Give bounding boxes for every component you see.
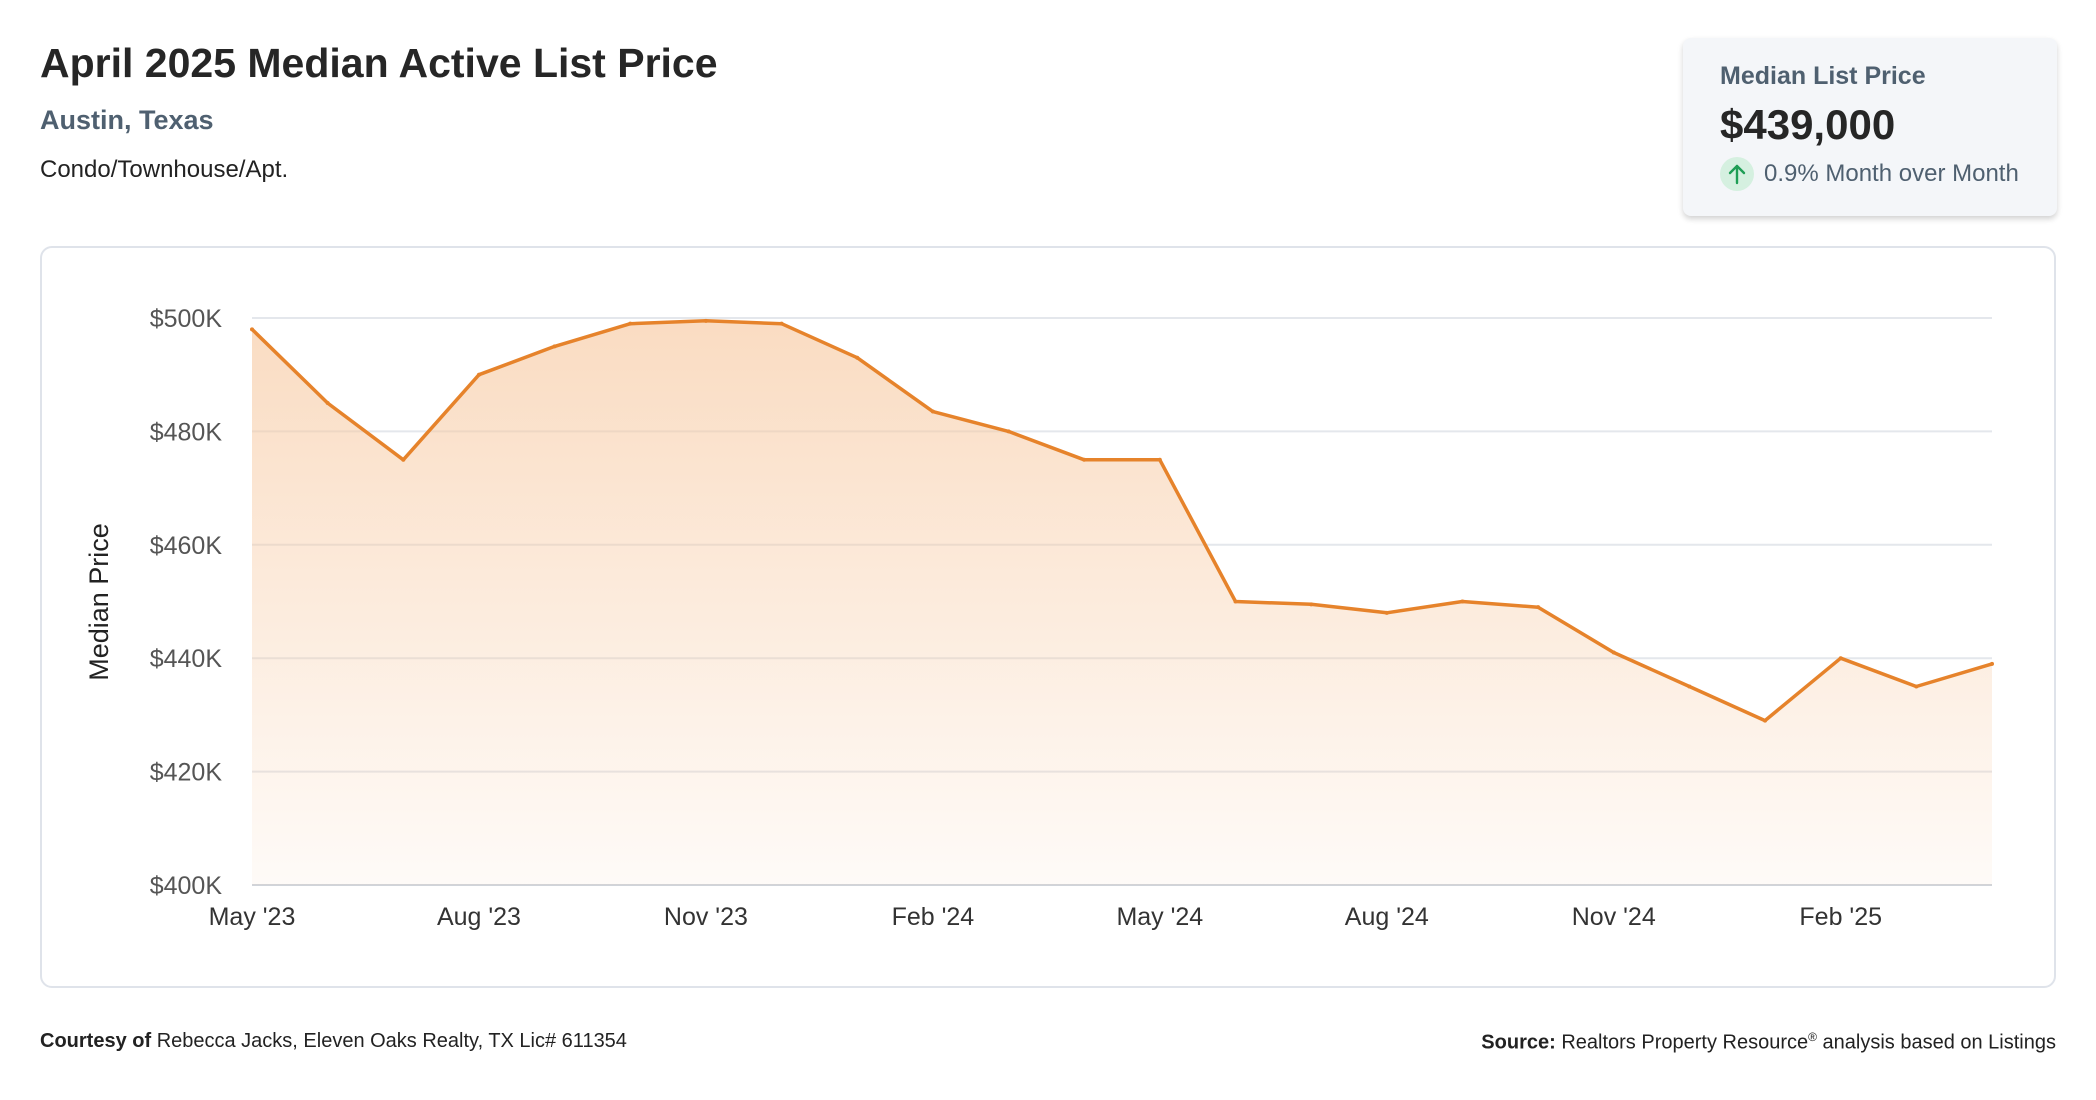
y-tick-label: $400K bbox=[150, 872, 223, 900]
data-point bbox=[1309, 602, 1314, 607]
source-name: Realtors Property Resource bbox=[1561, 1031, 1809, 1054]
x-tick-label: Nov '23 bbox=[664, 903, 748, 931]
data-point bbox=[1611, 650, 1616, 655]
location-subtitle: Austin, Texas bbox=[40, 105, 214, 135]
y-axis: $400K $420K $440K $460K $480K $500K bbox=[150, 305, 223, 900]
x-tick-label: May '24 bbox=[1116, 903, 1203, 931]
area-layer bbox=[250, 318, 1994, 885]
y-tick-label: $440K bbox=[150, 645, 223, 673]
data-point bbox=[1536, 605, 1541, 610]
data-point bbox=[325, 401, 330, 406]
area-fill bbox=[252, 320, 1992, 885]
y-tick-label: $460K bbox=[150, 532, 223, 560]
data-point bbox=[1914, 684, 1919, 689]
courtesy-label: Courtesy of bbox=[40, 1030, 152, 1052]
courtesy-text: Rebecca Jacks, Eleven Oaks Realty, TX Li… bbox=[156, 1030, 627, 1052]
x-tick-label: May '23 bbox=[209, 903, 296, 931]
data-point bbox=[855, 355, 860, 360]
data-point bbox=[1990, 661, 1994, 666]
chart-frame bbox=[40, 246, 2056, 988]
data-point bbox=[1838, 656, 1843, 661]
data-point bbox=[476, 372, 481, 377]
x-axis: May '23 Aug '23 Nov '23 Feb '24 May '24 Aug '… bbox=[209, 903, 1882, 931]
data-point bbox=[779, 321, 784, 326]
data-point bbox=[401, 457, 406, 462]
price-chart: $400K $420K $440K $460K $480K $500K May '23 Au… bbox=[84, 305, 1994, 931]
page-header: April 2025 Median Active List Price Aust… bbox=[40, 40, 718, 184]
x-tick-label: Feb '24 bbox=[892, 903, 975, 931]
data-point bbox=[1157, 457, 1162, 462]
arrow-up-icon bbox=[1720, 157, 1754, 191]
stat-change: 0.9% Month over Month bbox=[1720, 157, 2057, 191]
stat-value: $439,000 bbox=[1720, 101, 1896, 148]
source-text: analysis based on Listings bbox=[1822, 1031, 2056, 1054]
x-tick-label: Feb '25 bbox=[1799, 903, 1882, 931]
x-tick-label: Aug '24 bbox=[1345, 903, 1429, 931]
y-tick-label: $420K bbox=[150, 759, 223, 787]
y-tick-label: $500K bbox=[150, 305, 223, 333]
data-point bbox=[628, 321, 633, 326]
data-point bbox=[1006, 429, 1011, 434]
courtesy-footer: Courtesy of Rebecca Jacks, Eleven Oaks R… bbox=[40, 1030, 627, 1053]
data-point bbox=[552, 344, 557, 349]
stat-label: Median List Price bbox=[1720, 62, 1926, 90]
data-point bbox=[1384, 610, 1389, 615]
data-point bbox=[1082, 457, 1087, 462]
source-label: Source: bbox=[1481, 1031, 1556, 1054]
series-line bbox=[250, 319, 1994, 723]
x-tick-label: Aug '23 bbox=[437, 903, 521, 931]
stat-change-text: 0.9% Month over Month bbox=[1764, 160, 2019, 187]
data-point bbox=[250, 327, 254, 332]
registered-mark: ® bbox=[1808, 1030, 1817, 1044]
property-type-label: Condo/Townhouse/Apt. bbox=[40, 156, 289, 183]
source-footer: Source: Realtors Property Resource® anal… bbox=[1481, 1030, 2056, 1055]
x-tick-label: Nov '24 bbox=[1572, 903, 1656, 931]
data-point bbox=[703, 318, 708, 323]
data-point bbox=[1460, 599, 1465, 604]
data-point bbox=[1763, 718, 1768, 723]
data-point bbox=[1233, 599, 1238, 604]
data-point bbox=[930, 409, 935, 414]
median-price-card: Median List Price $439,000 0.9% Month ov… bbox=[1683, 38, 2057, 216]
y-axis-label: Median Price bbox=[84, 523, 114, 681]
data-point bbox=[1687, 684, 1692, 689]
y-tick-label: $480K bbox=[150, 418, 223, 446]
page-title: April 2025 Median Active List Price bbox=[40, 40, 718, 86]
